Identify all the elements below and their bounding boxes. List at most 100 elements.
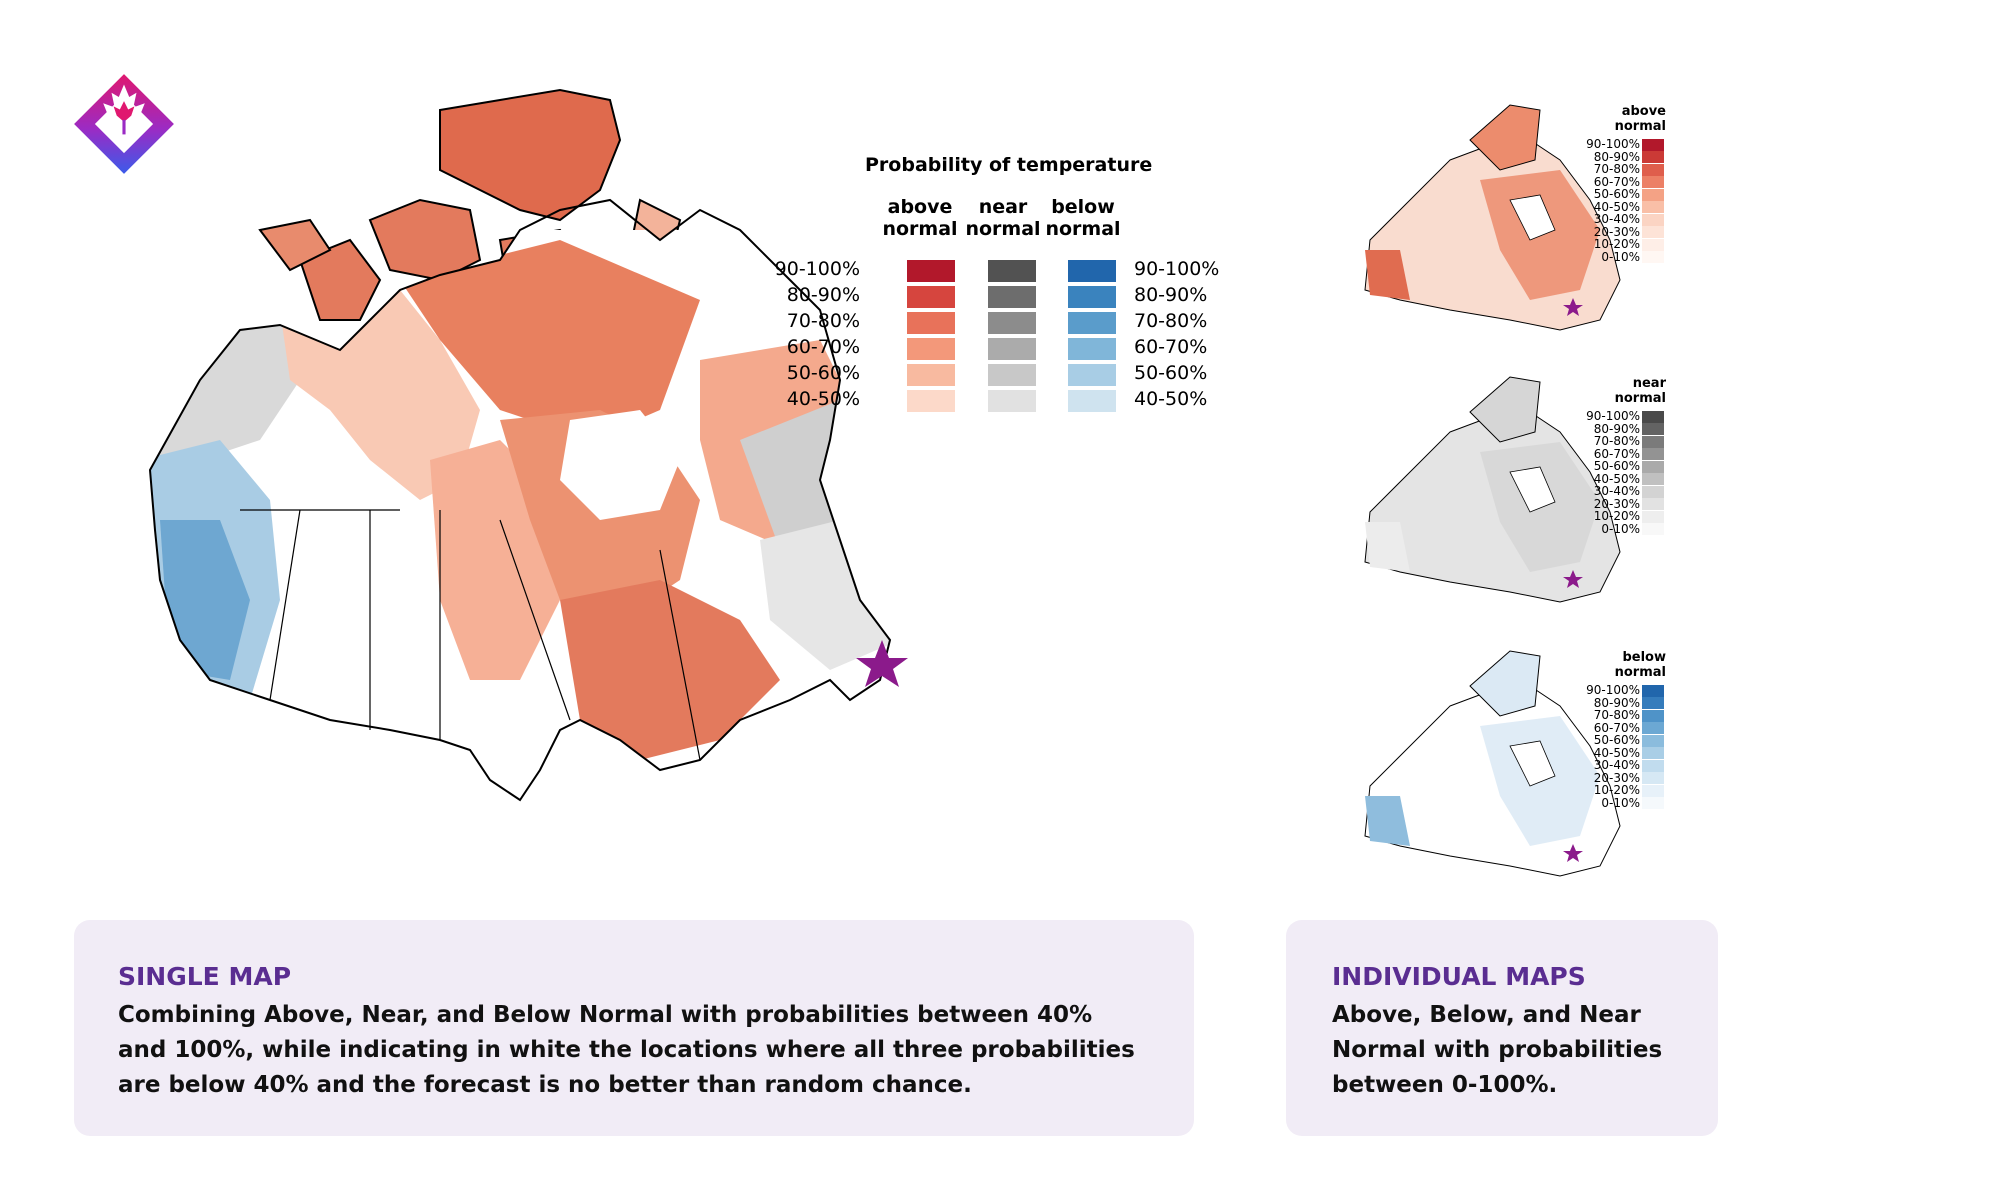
legend-swatch-below: [1068, 312, 1116, 334]
mini-legend-level-label: 20-30%: [1593, 770, 1640, 785]
legend-header-near: near normal: [965, 196, 1041, 240]
legend-swatch-near: [988, 390, 1036, 412]
mini-legend-level-label: 10-20%: [1593, 509, 1640, 523]
mini-legend-level-label: 80-90%: [1593, 695, 1640, 710]
mini-legend-level-label: 10-20%: [1593, 783, 1640, 797]
mini-legend-level-label: 10-20%: [1593, 237, 1640, 251]
mini-legend-swatch: [1642, 772, 1664, 784]
legend-swatch-above: [907, 364, 955, 386]
legend-swatch-above: [907, 390, 955, 412]
mini-legend-swatch: [1642, 797, 1664, 809]
probability-legend: Probability of temperature above normal …: [770, 150, 1260, 420]
mini-legend-swatch: [1642, 151, 1664, 163]
mini-legend-swatch: [1642, 498, 1664, 510]
legend-swatch-above: [907, 338, 955, 360]
mini-legend-level-label: 80-90%: [1593, 149, 1640, 164]
mini-legend-swatch: [1642, 747, 1664, 759]
mini-map-near: [1364, 376, 1621, 603]
legend-level-label-right: 90-100%: [1134, 258, 1220, 280]
individual-maps-description: Above, Below, and Near Normal with proba…: [1332, 1002, 1663, 1098]
mini-legend-swatch: [1642, 226, 1664, 238]
province-borders: [240, 509, 701, 761]
legend-level-label-right: 80-90%: [1134, 284, 1208, 306]
legend-swatch-near: [988, 286, 1036, 308]
mini-legend-level-label: 80-90%: [1593, 421, 1640, 436]
mini-legend-swatch: [1642, 163, 1664, 176]
mini-legend-level-label: 30-40%: [1593, 758, 1640, 772]
legend-swatch-above: [907, 312, 955, 334]
legend-level-label-right: 40-50%: [1134, 388, 1208, 410]
legend-level-label-left: 60-70%: [786, 336, 860, 358]
mini-legend-header: above normal: [1614, 104, 1666, 134]
legend-level-label-left: 50-60%: [786, 362, 860, 384]
legend-level-label-left: 40-50%: [786, 388, 860, 410]
mini-legend-swatch: [1642, 238, 1664, 251]
mini-legend-level-label: 70-80%: [1593, 162, 1640, 176]
mini-map-below: [1364, 650, 1621, 877]
mini-legend-swatch: [1642, 138, 1664, 151]
mini-legend-header: below normal: [1614, 650, 1666, 680]
mini-legend-swatch: [1642, 201, 1664, 213]
legend-swatch-above: [907, 260, 955, 282]
mini-legend-level-label: 70-80%: [1593, 708, 1640, 722]
mini-legend-swatch: [1642, 697, 1664, 709]
mini-legend-level-label: 40-50%: [1593, 199, 1640, 214]
legend-level-label-right: 70-80%: [1134, 310, 1208, 332]
mini-legend-level-label: 60-70%: [1593, 446, 1640, 461]
legend-swatch-above: [907, 286, 955, 308]
mini-legend-level-label: 40-50%: [1593, 471, 1640, 486]
mini-legend-swatch: [1642, 213, 1664, 226]
mini-legend-level-label: 90-100%: [1586, 409, 1640, 423]
mini-legend-swatch: [1642, 722, 1664, 734]
single-map-description: Combining Above, Near, and Below Normal …: [118, 1002, 1135, 1098]
mini-legend-level-label: 90-100%: [1586, 683, 1640, 697]
legend-swatch-below: [1068, 260, 1116, 282]
maple-leaf-logo-icon: [74, 74, 174, 174]
legend-swatch-near: [988, 338, 1036, 360]
location-star-icon: [856, 640, 908, 687]
mini-legend-level-label: 30-40%: [1593, 212, 1640, 226]
legend-swatch-below: [1068, 390, 1116, 412]
legend-swatch-near: [988, 260, 1036, 282]
legend-level-label-right: 60-70%: [1134, 336, 1208, 358]
mini-legend-level-label: 50-60%: [1593, 733, 1640, 747]
mini-legend-above: above normal 90-100% 80-90% 70-80% 60-70% 50-…: [1530, 100, 1670, 270]
legend-swatch-near: [988, 312, 1036, 334]
legend-header-below: below normal: [1045, 196, 1121, 240]
mini-map-above: [1364, 104, 1621, 331]
legend-title: Probability of temperature: [865, 154, 1153, 176]
legend-level-label-left: 80-90%: [786, 284, 860, 306]
mini-legend-level-label: 30-40%: [1593, 484, 1640, 498]
mini-legend-near: near normal 90-100% 80-90% 70-80% 60-70% 50-6…: [1530, 372, 1670, 542]
mini-legend-level-label: 20-30%: [1593, 496, 1640, 511]
mini-legend-level-label: 20-30%: [1593, 224, 1640, 239]
mini-legend-level-label: 0-10%: [1601, 249, 1640, 264]
mini-legend-level-label: 0-10%: [1601, 521, 1640, 536]
individual-maps-title: INDIVIDUAL MAPS: [1332, 962, 1586, 991]
mini-legend-level-label: 50-60%: [1593, 459, 1640, 473]
legend-swatch-below: [1068, 364, 1116, 386]
mini-legend-level-label: 60-70%: [1593, 174, 1640, 189]
mini-legend-swatch: [1642, 448, 1664, 460]
mini-legend-swatch: [1642, 460, 1664, 473]
legend-level-label-right: 50-60%: [1134, 362, 1208, 384]
mini-legend-level-label: 50-60%: [1593, 187, 1640, 201]
mini-legend-swatch: [1642, 410, 1664, 423]
main-canada-probability-map: [148, 88, 908, 802]
mini-legend-swatch: [1642, 709, 1664, 722]
mini-legend-level-label: 40-50%: [1593, 745, 1640, 760]
mini-legend-swatch: [1642, 734, 1664, 747]
mini-legend-level-label: 70-80%: [1593, 434, 1640, 448]
mini-legend-swatch: [1642, 473, 1664, 485]
mini-legend-level-label: 0-10%: [1601, 795, 1640, 810]
legend-swatch-below: [1068, 338, 1116, 360]
legend-level-label-left: 70-80%: [786, 310, 860, 332]
mini-legend-swatch: [1642, 176, 1664, 188]
legend-level-label-left: 90-100%: [774, 258, 860, 280]
legend-swatch-near: [988, 364, 1036, 386]
mini-legend-header: near normal: [1614, 376, 1666, 406]
mini-legend-level-label: 60-70%: [1593, 720, 1640, 735]
legend-header-above: above normal: [882, 196, 958, 240]
mini-legend-swatch: [1642, 485, 1664, 498]
mini-legend-swatch: [1642, 759, 1664, 772]
